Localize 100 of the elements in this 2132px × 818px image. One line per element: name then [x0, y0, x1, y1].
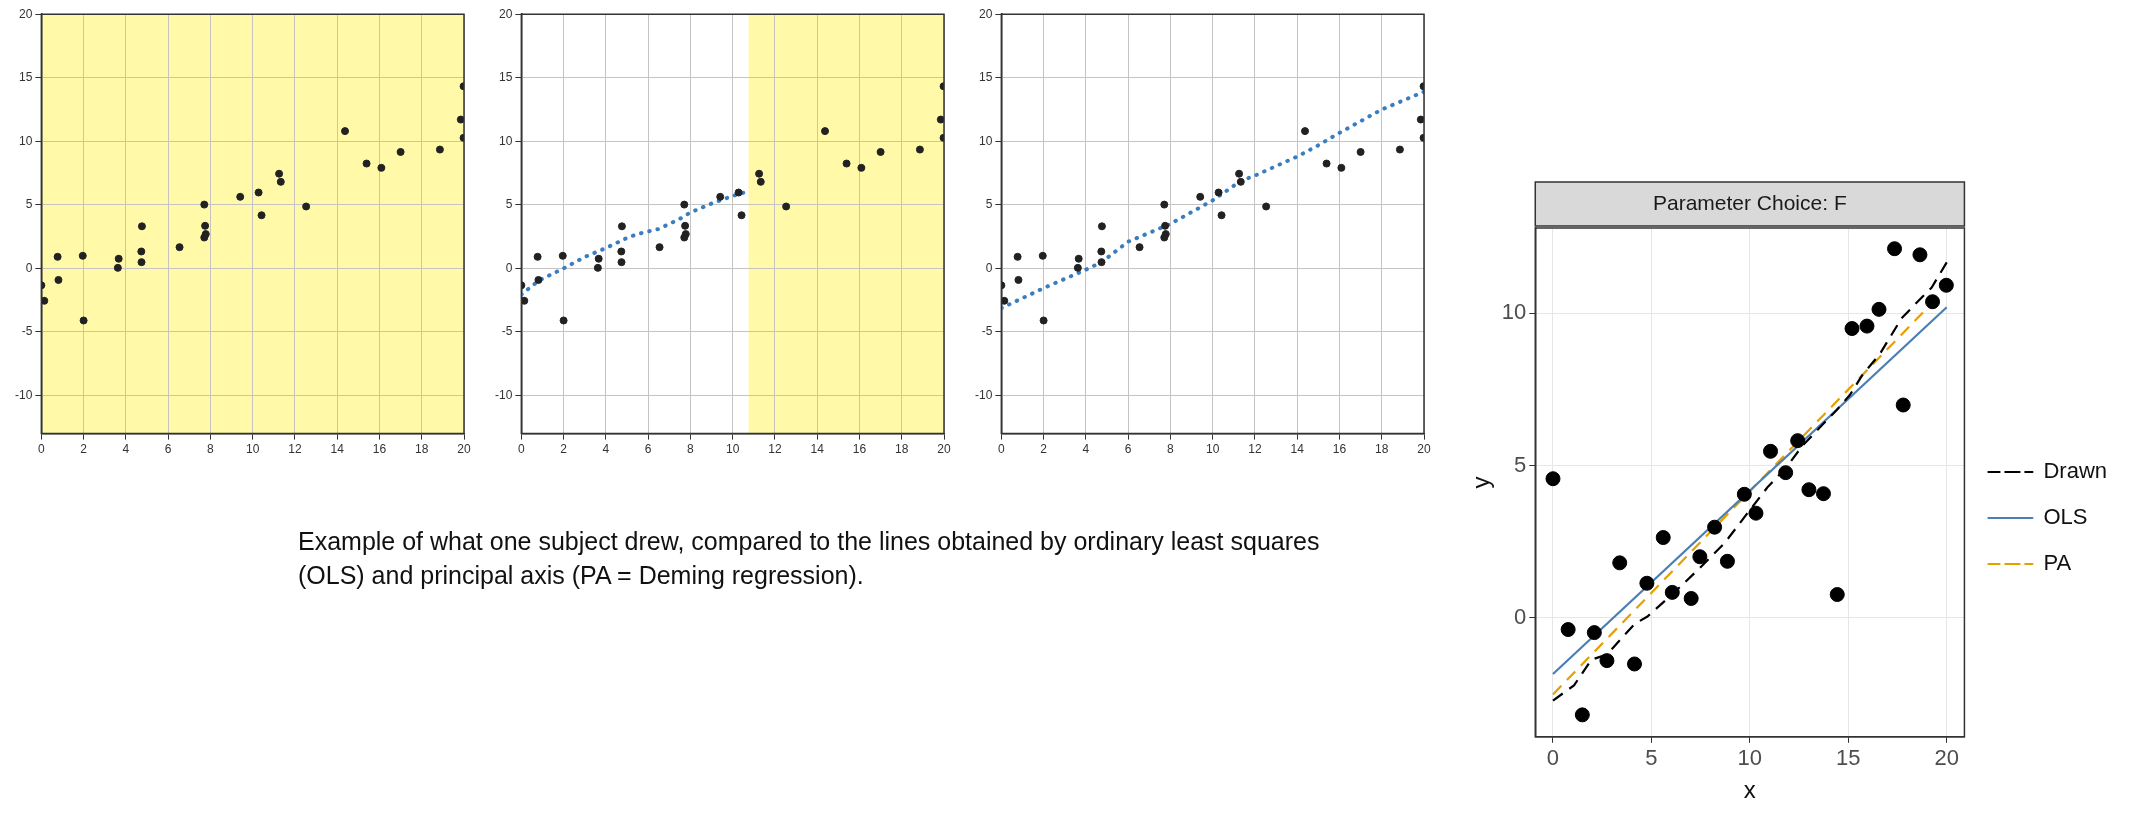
point [275, 169, 284, 178]
x-tick-label: 16 [852, 442, 867, 457]
point [41, 296, 49, 305]
x-tick-label: 0 [38, 442, 45, 457]
y-axis-title: y [1467, 476, 1495, 489]
x-tick-label: 6 [164, 442, 172, 457]
point [1895, 397, 1911, 413]
point [1938, 277, 1954, 293]
point [533, 252, 542, 261]
point [716, 192, 725, 201]
y-tick-label: -5 [21, 324, 33, 339]
point [1013, 252, 1022, 261]
point [1626, 656, 1642, 672]
point [617, 222, 626, 231]
point [1707, 519, 1723, 535]
point [594, 254, 603, 263]
point [756, 177, 765, 186]
point [857, 163, 866, 172]
point [1829, 587, 1845, 603]
point [1160, 200, 1169, 209]
x-tick-label: 16 [1332, 442, 1347, 457]
y-tick-label: 20 [978, 6, 993, 21]
y-tick-label: 20 [18, 6, 33, 21]
x-tick-label: 0 [1546, 745, 1560, 771]
x-tick-label: 4 [1082, 442, 1090, 457]
point [341, 127, 350, 136]
point [1214, 188, 1223, 197]
point [1683, 590, 1699, 606]
point [782, 202, 791, 211]
point [137, 222, 146, 231]
point [680, 200, 689, 209]
point [876, 147, 885, 156]
point [201, 221, 210, 230]
x-tick-label: 18 [1375, 442, 1389, 457]
point [1763, 443, 1779, 459]
x-tick-label: 20 [937, 442, 951, 457]
point [53, 252, 62, 261]
chart-title: Parameter Choice: F [1652, 190, 1847, 214]
point [1719, 553, 1735, 569]
y-tick-label: 10 [978, 133, 993, 148]
x-tick-label: 14 [330, 442, 345, 457]
y-tick-label: 0 [985, 260, 993, 275]
x-tick-label: 2 [1040, 442, 1048, 457]
x-tick-label: 8 [207, 442, 215, 457]
point [655, 243, 664, 252]
point [1871, 301, 1887, 317]
point [1001, 296, 1009, 305]
point [1748, 505, 1764, 521]
point [1545, 471, 1561, 487]
x-tick-label: 8 [1167, 442, 1175, 457]
point [1337, 163, 1346, 172]
point [1235, 169, 1244, 178]
point [558, 251, 567, 260]
x-tick-label: 2 [80, 442, 88, 457]
point [1801, 482, 1817, 498]
x-tick-label: 16 [372, 442, 387, 457]
x-tick-label: 18 [895, 442, 909, 457]
point [1236, 177, 1245, 186]
point [1736, 486, 1752, 502]
point [1262, 202, 1271, 211]
legend-label: PA [2043, 550, 2072, 576]
point [137, 258, 146, 267]
point [1664, 584, 1680, 600]
point [1778, 465, 1794, 481]
x-tick-label: 8 [687, 442, 695, 457]
point [1161, 221, 1170, 230]
point [1560, 622, 1576, 638]
x-tick-label: 10 [725, 442, 740, 457]
point [1925, 294, 1941, 310]
point [396, 147, 405, 156]
point [78, 251, 87, 260]
y-tick-label: 0 [25, 260, 33, 275]
y-tick-label: 5 [985, 197, 993, 212]
y-tick-label: -5 [981, 324, 993, 339]
y-tick-label: -10 [495, 387, 513, 402]
point [137, 247, 146, 256]
point [842, 159, 851, 168]
x-tick-label: 4 [602, 442, 610, 457]
y-tick-label: 5 [25, 197, 33, 212]
x-tick-label: 18 [415, 442, 429, 457]
point [257, 211, 266, 220]
point [593, 263, 602, 272]
point [456, 115, 464, 124]
x-tick-label: 15 [1836, 745, 1861, 771]
point [1014, 275, 1023, 284]
point [79, 316, 88, 325]
text: Example of what one subject drew, compared to the lines obtained by ordinary least squares (OLS) and principal axis (PA = Deming regression). [298, 526, 1321, 591]
x-tick-label: 12 [768, 442, 782, 457]
point [936, 115, 944, 124]
x-tick-label: 20 [1934, 745, 1959, 771]
y-tick-label: 0 [505, 260, 513, 275]
point [1301, 127, 1310, 136]
x-tick-label: 6 [1124, 442, 1132, 457]
point [435, 145, 444, 154]
point [1038, 251, 1047, 260]
x-tick-label: 0 [518, 442, 525, 457]
point [534, 275, 543, 284]
y-tick-label: 15 [498, 70, 513, 85]
point [1135, 243, 1144, 252]
x-tick-label: 2 [560, 442, 568, 457]
